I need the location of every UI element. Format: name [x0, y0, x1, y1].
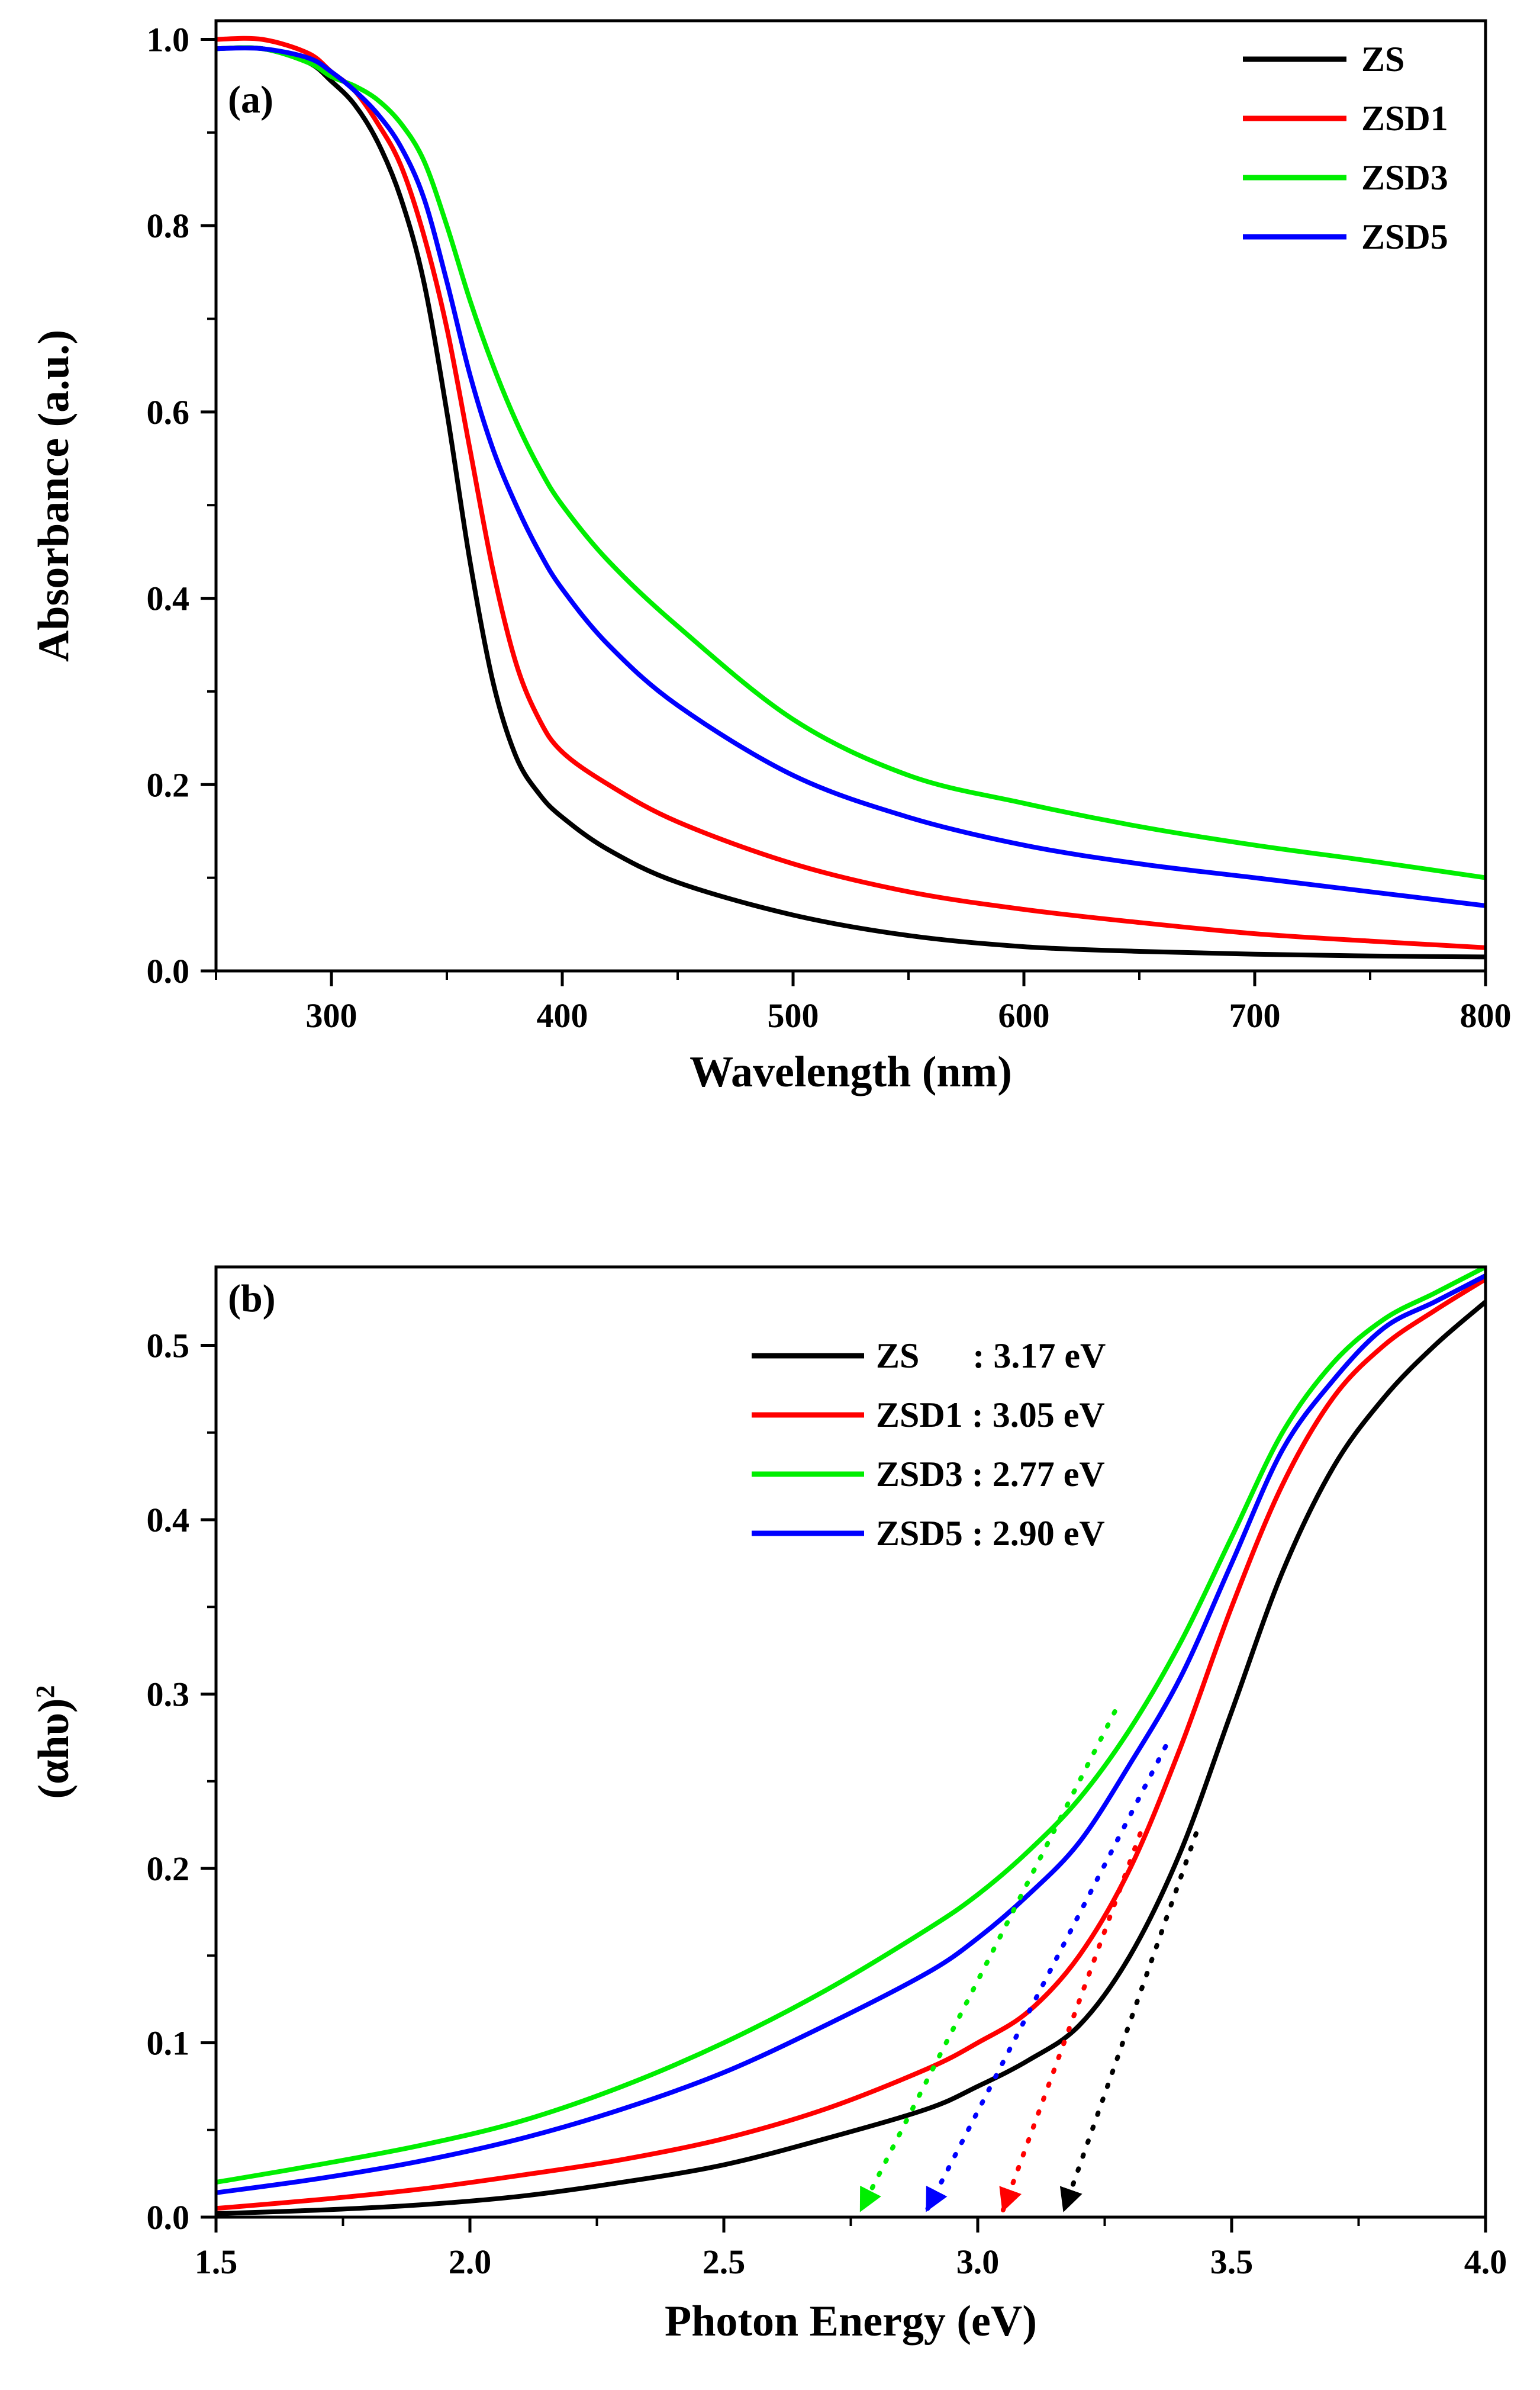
tauc-x-tick-label: 4.0	[1464, 2243, 1507, 2281]
tauc-y-tick-label: 0.2	[147, 1849, 190, 1888]
tauc-plot-chart: 1.5 2.0 2.5 3.0 3.5 4.0 0.0 0.1 0.2 0.3 0.4 0.5 ZS …	[30, 1265, 1507, 2346]
tauc-y-axis-title-superscript: 2	[31, 1685, 60, 1698]
legend-label-zsd1: ZSD1	[1361, 99, 1448, 138]
tauc-x-tick-label: 2.5	[703, 2243, 746, 2281]
absorbance-series-layer	[216, 36, 1486, 960]
legend-label-zsd1: ZSD1 : 3.05 eV	[876, 1395, 1105, 1434]
tauc-legend: ZS : 3.17 eV ZSD1 : 3.05 eV ZSD3 : 2.77 eV…	[752, 1336, 1106, 1553]
tauc-x-tick-label: 3.0	[956, 2243, 1000, 2281]
legend-label-zsd3: ZSD3 : 2.77 eV	[876, 1455, 1105, 1494]
absorbance-x-tick-label: 800	[1460, 996, 1512, 1035]
tangent-arrow-zsd5	[924, 1744, 1168, 2212]
absorbance-x-tick-label: 500	[768, 996, 819, 1035]
absorbance-series-zsd5	[216, 46, 1486, 908]
tauc-y-tick-label: 0.4	[147, 1501, 190, 1539]
absorbance-y-tick-label: 0.6	[147, 393, 190, 432]
tauc-series-zsd1	[216, 1277, 1486, 2211]
absorbance-y-tick-label: 0.0	[147, 952, 190, 990]
tauc-y-axis-title-base: (αhυ)	[30, 1698, 78, 1799]
tauc-series-zs	[216, 1299, 1486, 2217]
absorbance-axis-ticks: 300 400 500 600 700 800 0.0 0.2 0.4 0.6 0.8 1.0	[147, 20, 1512, 1035]
tauc-tangent-layer	[858, 1709, 1199, 2212]
absorbance-y-axis-title: Absorbance (a.u.)	[30, 330, 78, 662]
tauc-axis-ticks: 1.5 2.0 2.5 3.0 3.5 4.0 0.0 0.1 0.2 0.3 0.4 0.5	[147, 1327, 1507, 2281]
absorbance-y-tick-label: 1.0	[147, 20, 190, 59]
tauc-x-axis-title: Photon Energy (eV)	[665, 2297, 1037, 2346]
absorbance-x-tick-label: 300	[306, 996, 357, 1035]
tauc-y-tick-label: 0.0	[147, 2198, 190, 2237]
absorbance-y-tick-label: 0.8	[147, 207, 190, 245]
tauc-y-tick-label: 0.3	[147, 1675, 190, 1714]
tauc-series-layer	[216, 1267, 1486, 2217]
panel-label-a: (a)	[228, 78, 273, 121]
tauc-x-tick-label: 2.0	[449, 2243, 492, 2281]
absorbance-x-tick-label: 700	[1229, 996, 1281, 1035]
tauc-x-tick-label: 1.5	[195, 2243, 238, 2281]
panel-label-b: (b)	[228, 1277, 276, 1320]
legend-label-zsd3: ZSD3	[1361, 158, 1448, 197]
tauc-series-zsd5	[216, 1273, 1486, 2195]
absorbance-x-tick-label: 600	[998, 996, 1050, 1035]
legend-label-zs: ZS : 3.17 eV	[876, 1336, 1106, 1375]
tauc-y-tick-label: 0.5	[147, 1327, 190, 1365]
absorbance-legend: ZS ZSD1 ZSD3 ZSD5	[1243, 40, 1448, 256]
tauc-series-zsd3	[216, 1267, 1486, 2185]
absorbance-x-axis-title: Wavelength (nm)	[690, 1048, 1012, 1096]
absorbance-y-tick-label: 0.4	[147, 580, 190, 618]
legend-label-zsd5: ZSD5	[1361, 217, 1448, 256]
absorbance-series-zsd3	[216, 45, 1486, 880]
tauc-plot-frame	[214, 1265, 1487, 2219]
tauc-x-tick-label: 3.5	[1210, 2243, 1254, 2281]
absorbance-plot-frame	[214, 19, 1487, 973]
legend-label-zs: ZS	[1361, 40, 1404, 79]
tangent-arrow-zsd3	[858, 1709, 1117, 2212]
absorbance-x-tick-label: 400	[537, 996, 588, 1035]
tauc-y-axis-title: (αhυ)2	[30, 1685, 78, 1799]
tauc-y-tick-label: 0.1	[147, 2024, 190, 2063]
legend-label-zsd5: ZSD5 : 2.90 eV	[876, 1514, 1105, 1553]
absorbance-series-zs	[216, 45, 1486, 960]
absorbance-y-tick-label: 0.2	[147, 765, 190, 804]
absorbance-series-zsd1	[216, 36, 1486, 950]
